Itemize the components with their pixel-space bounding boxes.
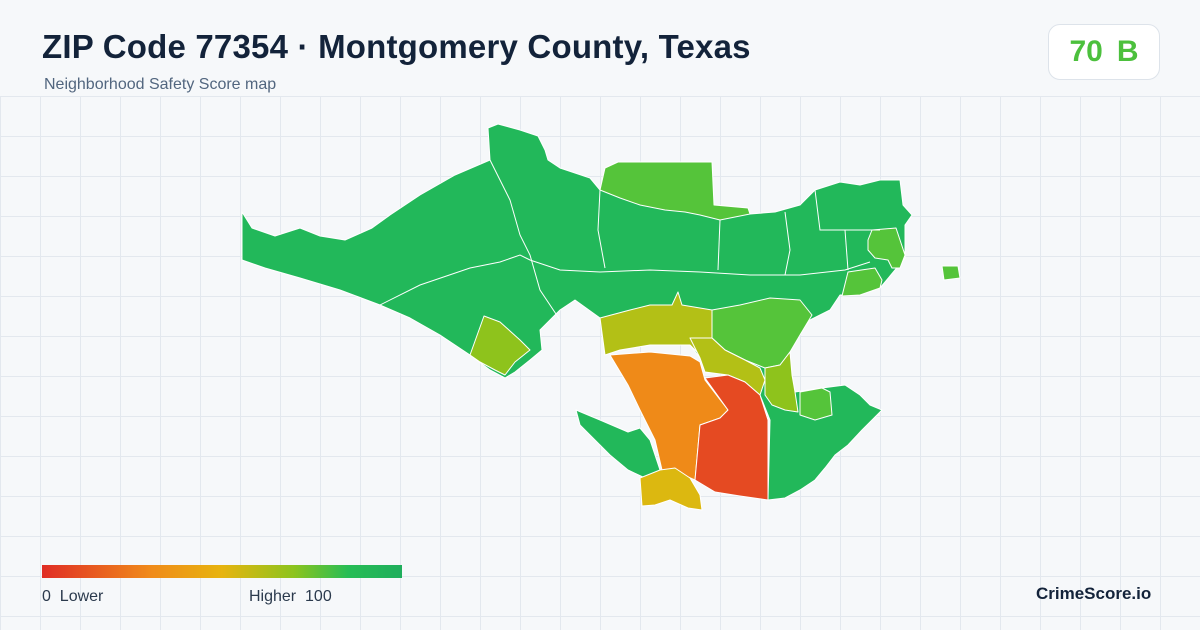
legend-high-text: Higher — [249, 588, 297, 605]
score-grade: B — [1116, 35, 1139, 68]
score-value: 70 — [1069, 35, 1103, 68]
map-region-southeast[interactable] — [799, 387, 833, 421]
map-region-south[interactable] — [694, 374, 769, 501]
map-region-east-strip[interactable] — [841, 267, 883, 297]
page-title: ZIP Code 77354 · Montgomery County, Texa… — [42, 28, 751, 65]
map-region-north[interactable] — [599, 161, 751, 221]
map-region-west[interactable] — [469, 315, 531, 376]
map-region-northeast[interactable] — [867, 227, 906, 269]
page-subtitle: Neighborhood Safety Score map — [44, 76, 277, 93]
legend-low-label: 0 Lower — [42, 588, 103, 606]
legend-min-value: 0 — [42, 588, 51, 605]
safety-score-badge: 70 B — [1048, 24, 1160, 80]
map-region-central-north[interactable] — [599, 291, 713, 356]
map-grid-background — [0, 96, 1200, 630]
legend-max-value: 100 — [305, 588, 332, 605]
map-region-southwest[interactable] — [639, 467, 703, 511]
legend-high-label: Higher 100 — [249, 588, 332, 606]
brand-logo-text[interactable]: CrimeScore.io — [1036, 584, 1152, 603]
header — [0, 0, 1200, 96]
map-region-east-wedge[interactable] — [764, 351, 799, 413]
legend-gradient-bar — [42, 565, 402, 578]
map-region-central-mid[interactable] — [689, 337, 766, 396]
map-region-east-outlier[interactable] — [941, 265, 961, 281]
legend-low-text: Lower — [59, 588, 104, 605]
map-region-main[interactable] — [241, 123, 913, 501]
